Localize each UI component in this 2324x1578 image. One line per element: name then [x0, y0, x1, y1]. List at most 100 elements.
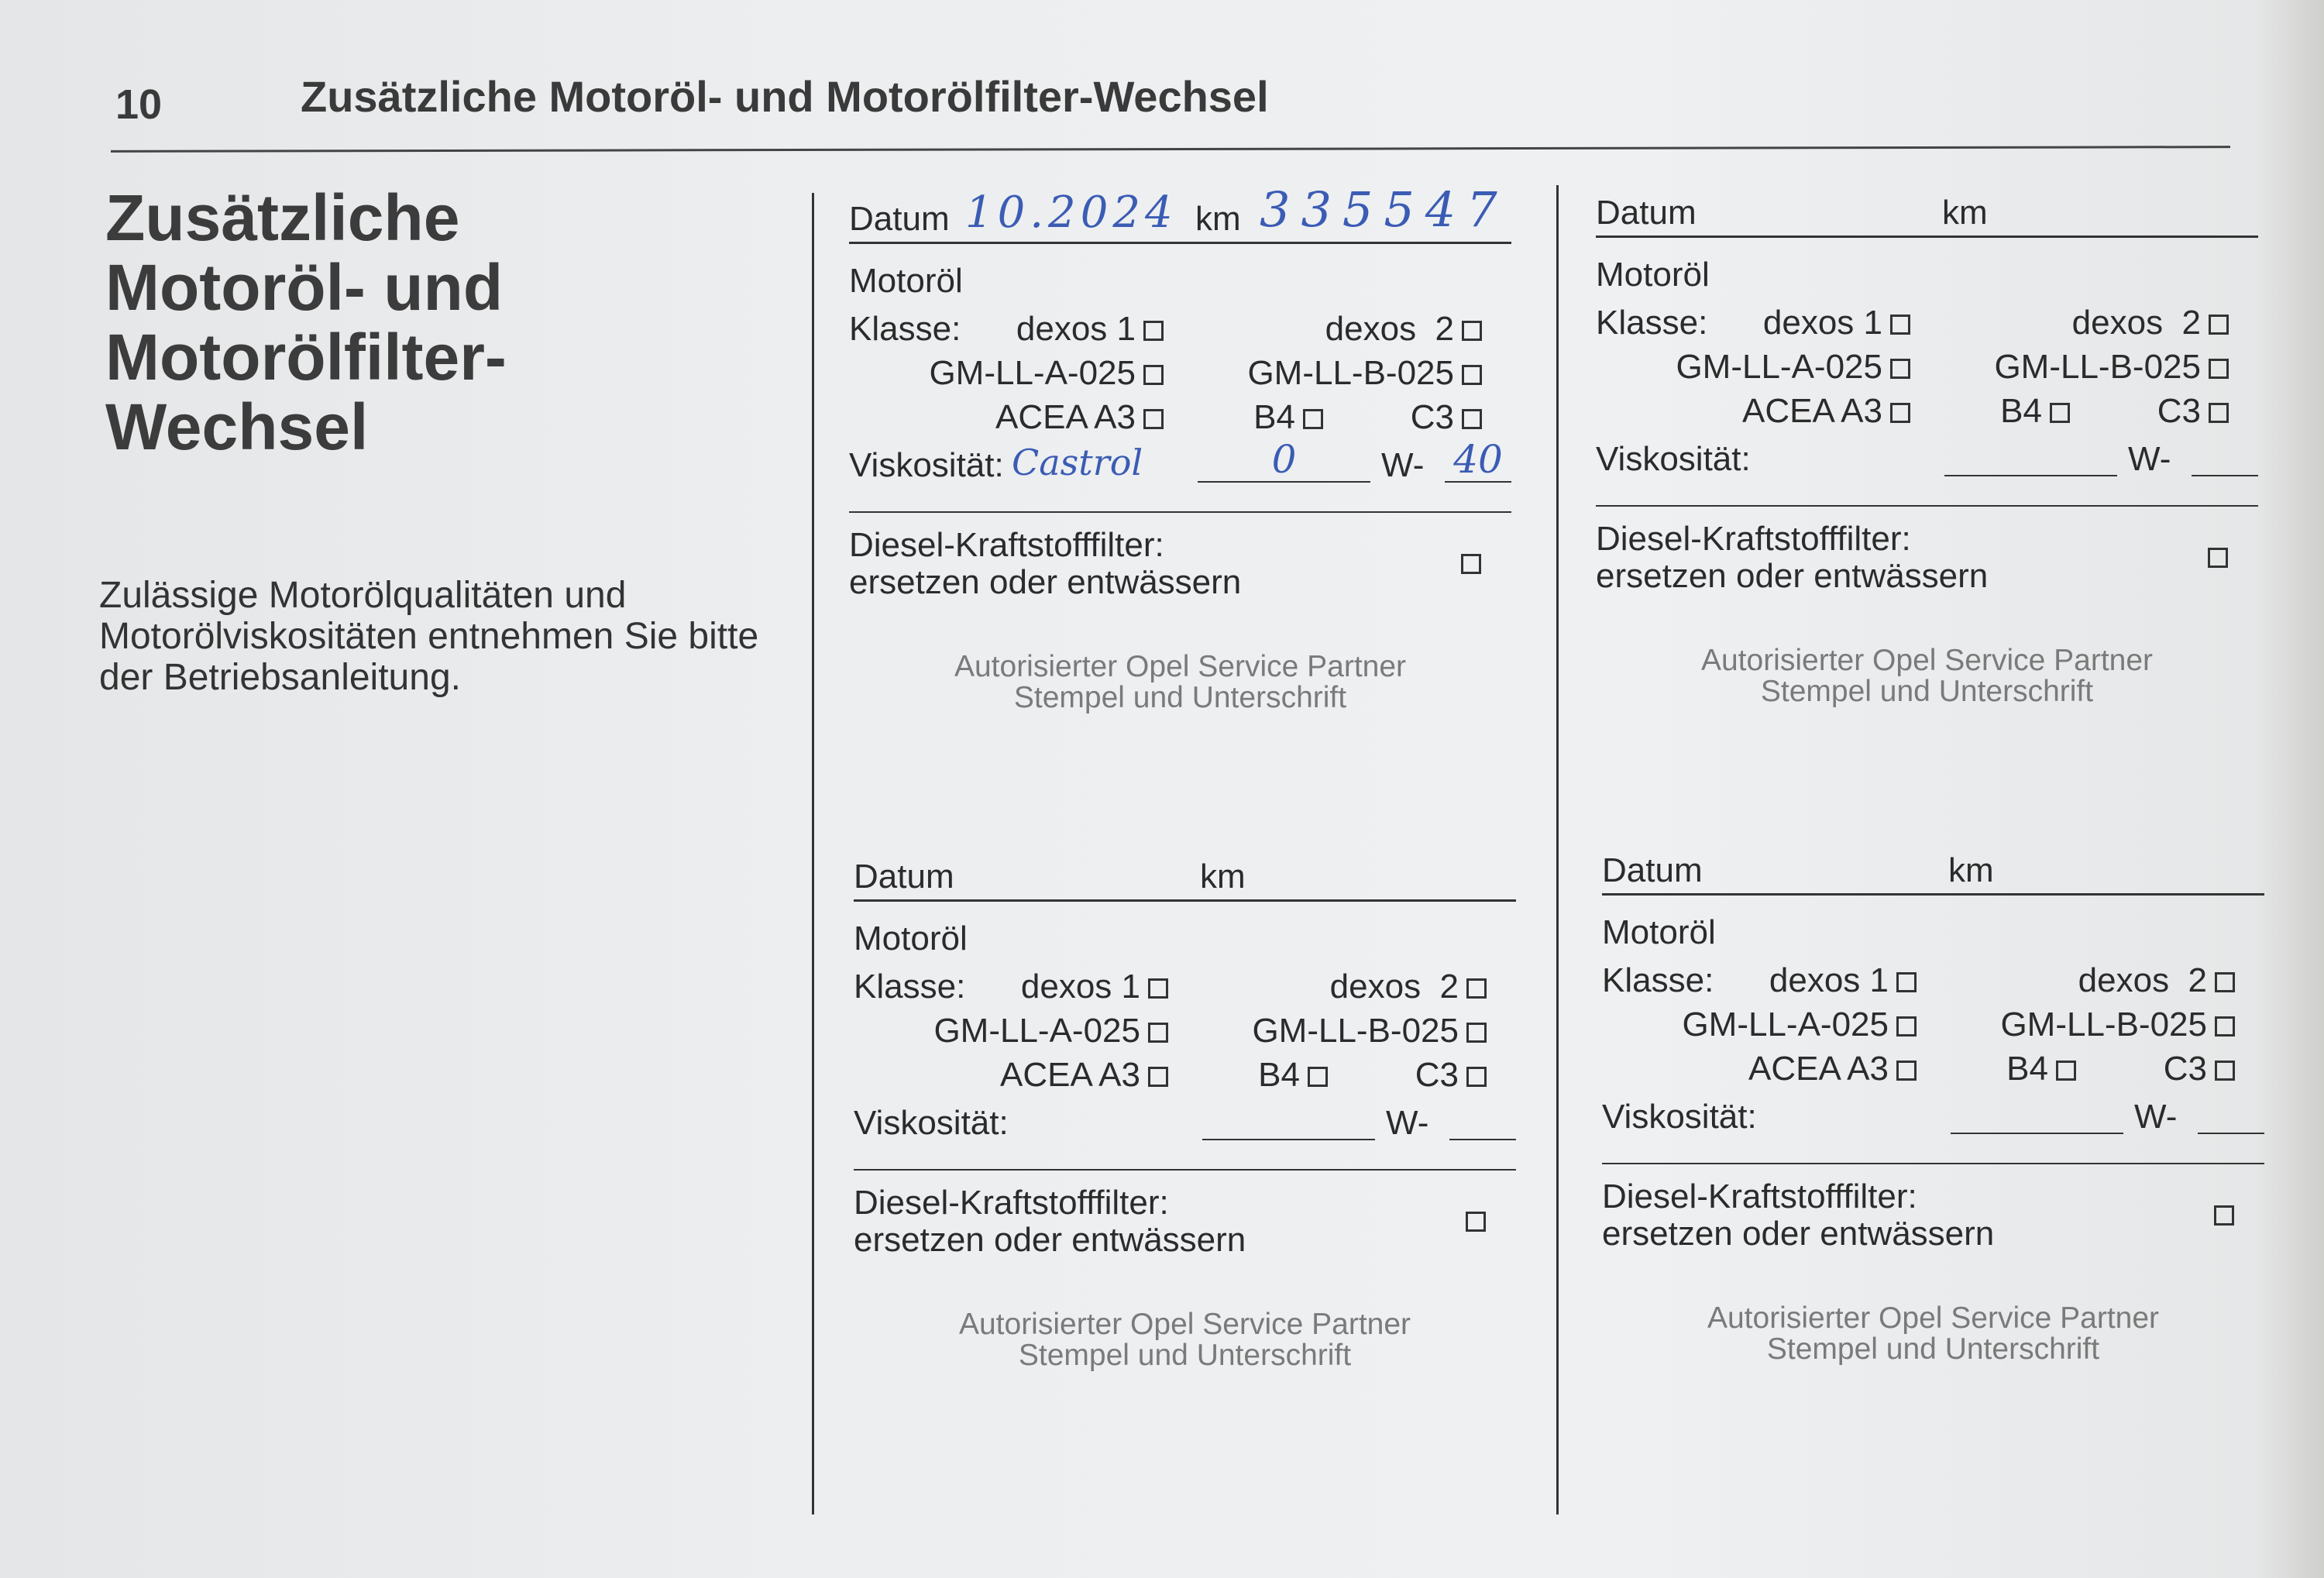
checkbox[interactable]: [1462, 365, 1482, 385]
checkbox[interactable]: [2056, 1061, 2076, 1081]
b4-option[interactable]: B4: [1258, 1055, 1328, 1095]
dexos1-option[interactable]: dexos 1: [1763, 303, 1910, 343]
viscosity-low-line: [1202, 1139, 1375, 1140]
checkbox[interactable]: [1148, 1067, 1168, 1087]
stamp-label-1: Autorisierter Opel Service Partner: [958, 1308, 1411, 1341]
gm-ll-a-option[interactable]: GM-LL-A-025: [929, 353, 1164, 394]
section-rule: [1602, 1163, 2264, 1164]
dexos2-option[interactable]: dexos 2: [2078, 961, 2235, 1001]
dexos2-option[interactable]: dexos 2: [1330, 967, 1487, 1007]
c3-option[interactable]: C3: [2164, 1049, 2235, 1089]
gm-ll-a-option[interactable]: GM-LL-A-025: [1676, 347, 1910, 387]
b4-option[interactable]: B4: [2000, 391, 2070, 431]
acea-option[interactable]: ACEA A3: [995, 397, 1164, 438]
gm-ll-b-option[interactable]: GM-LL-B-025: [1252, 1011, 1487, 1051]
checkbox[interactable]: [1143, 321, 1164, 341]
acea-option[interactable]: ACEA A3: [1742, 391, 1910, 431]
checkbox[interactable]: [1308, 1067, 1328, 1087]
checkbox[interactable]: [2050, 403, 2070, 423]
datum-rule: [849, 242, 1511, 244]
diesel-checkbox[interactable]: [1461, 554, 1481, 574]
checkbox[interactable]: [1466, 1067, 1487, 1087]
checkbox[interactable]: [1143, 409, 1164, 429]
motoroel-label: Motoröl: [1596, 256, 1710, 294]
datum-field[interactable]: 10.2024: [965, 187, 1177, 238]
klasse-label: Klasse:: [854, 968, 966, 1006]
diesel-label-1: Diesel-Kraftstofffilter:: [854, 1184, 1169, 1222]
checkbox[interactable]: [1466, 978, 1487, 999]
checkbox[interactable]: [2215, 1061, 2235, 1081]
checkbox[interactable]: [1896, 972, 1917, 992]
diesel-checkbox[interactable]: [1466, 1212, 1486, 1232]
instruction-text: Zulässige Motorölqualitäten und Motorölv…: [99, 575, 759, 698]
motoroel-label: Motoröl: [849, 262, 963, 300]
c3-label: C3: [2163, 1050, 2207, 1088]
checkbox[interactable]: [1462, 321, 1482, 341]
checkbox[interactable]: [1896, 1061, 1917, 1081]
viscosity-low-line: [1951, 1133, 2123, 1134]
stamp-label-1: Autorisierter Opel Service Partner: [954, 650, 1407, 683]
checkbox[interactable]: [1303, 409, 1323, 429]
checkbox[interactable]: [1462, 409, 1482, 429]
dexos2-label: dexos 2: [1325, 310, 1454, 348]
page-number: 10: [115, 81, 163, 128]
section-rule: [1596, 505, 2258, 507]
acea-option[interactable]: ACEA A3: [1748, 1049, 1917, 1089]
dexos1-option[interactable]: dexos 1: [1016, 309, 1164, 349]
header-rule: [110, 146, 2231, 153]
dexos2-option[interactable]: dexos 2: [1325, 309, 1482, 349]
checkbox[interactable]: [1890, 315, 1910, 335]
gm-ll-a-option[interactable]: GM-LL-A-025: [933, 1011, 1168, 1051]
dexos2-option[interactable]: dexos 2: [2072, 303, 2229, 343]
km-label: km: [1200, 858, 1246, 896]
checkbox[interactable]: [1890, 403, 1910, 423]
viskositaet-label: Viskosität:: [1602, 1098, 1757, 1136]
c3-option[interactable]: C3: [2157, 391, 2229, 431]
c3-option[interactable]: C3: [1415, 1055, 1487, 1095]
oil-brand-field[interactable]: Castrol: [1012, 442, 1143, 483]
checkbox[interactable]: [2215, 1016, 2235, 1037]
diesel-label-1: Diesel-Kraftstofffilter:: [849, 526, 1164, 564]
viscosity-high-field[interactable]: 40: [1453, 437, 1503, 482]
acea-label: ACEA A3: [995, 398, 1136, 436]
checkbox[interactable]: [2209, 403, 2229, 423]
dexos1-option[interactable]: dexos 1: [1769, 961, 1917, 1001]
oil-change-record: Datum km Motoröl Klasse: dexos 1 dexos 2…: [1602, 851, 2264, 1398]
gm-ll-b-option[interactable]: GM-LL-B-025: [1247, 353, 1482, 394]
b4-option[interactable]: B4: [1253, 397, 1323, 438]
checkbox[interactable]: [2209, 315, 2229, 335]
dexos2-label: dexos 2: [2078, 961, 2207, 999]
acea-option[interactable]: ACEA A3: [1000, 1055, 1168, 1095]
c3-option[interactable]: C3: [1411, 397, 1482, 438]
checkbox[interactable]: [2209, 359, 2229, 379]
section-rule: [854, 1169, 1516, 1171]
gm-ll-a-option[interactable]: GM-LL-A-025: [1682, 1005, 1917, 1045]
checkbox[interactable]: [1143, 365, 1164, 385]
dexos1-option[interactable]: dexos 1: [1021, 967, 1168, 1007]
diesel-label-2: ersetzen oder entwässern: [1602, 1215, 1995, 1253]
acea-label: ACEA A3: [999, 1056, 1140, 1094]
checkbox[interactable]: [1466, 1023, 1487, 1043]
checkbox[interactable]: [2215, 972, 2235, 992]
b4-option[interactable]: B4: [2006, 1049, 2076, 1089]
checkbox[interactable]: [1148, 1023, 1168, 1043]
viscosity-low-field[interactable]: 0: [1271, 437, 1297, 482]
dexos1-label: dexos 1: [1762, 304, 1882, 342]
stamp-label-1: Autorisierter Opel Service Partner: [1700, 644, 2154, 677]
diesel-checkbox[interactable]: [2214, 1205, 2234, 1226]
stamp-label-2: Stempel und Unterschrift: [1018, 1339, 1352, 1372]
checkbox[interactable]: [1890, 359, 1910, 379]
viscosity-high-line: [1445, 481, 1511, 483]
diesel-checkbox[interactable]: [2208, 548, 2228, 568]
b4-label: B4: [2000, 392, 2042, 430]
checkbox[interactable]: [1148, 978, 1168, 999]
b4-label: B4: [2006, 1050, 2048, 1088]
stamp-label-1: Autorisierter Opel Service Partner: [1707, 1301, 2160, 1335]
km-field[interactable]: 335547: [1260, 181, 1508, 238]
checkbox[interactable]: [1896, 1016, 1917, 1037]
gm-ll-a-label: GM-LL-A-025: [933, 1012, 1140, 1050]
w-label: W-: [1381, 446, 1425, 484]
gm-ll-b-option[interactable]: GM-LL-B-025: [1994, 347, 2229, 387]
dexos1-label: dexos 1: [1769, 961, 1889, 999]
gm-ll-b-option[interactable]: GM-LL-B-025: [2000, 1005, 2235, 1045]
